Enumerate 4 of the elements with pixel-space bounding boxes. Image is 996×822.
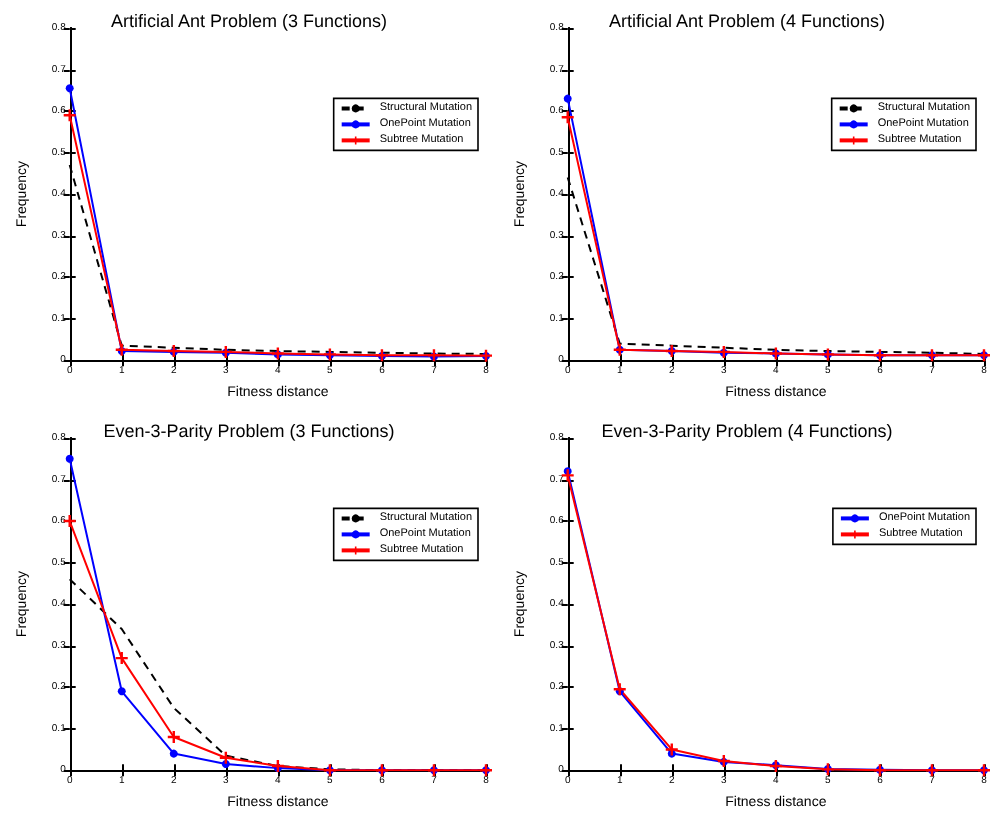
chart-title: Artificial Ant Problem (4 Functions) xyxy=(608,11,886,31)
chart-title: Even-3-Parity Problem (4 Functions) xyxy=(601,421,893,441)
chart-title: Even-3-Parity Problem (3 Functions) xyxy=(103,421,395,441)
chart-title: Artificial Ant Problem (3 Functions) xyxy=(110,11,388,31)
